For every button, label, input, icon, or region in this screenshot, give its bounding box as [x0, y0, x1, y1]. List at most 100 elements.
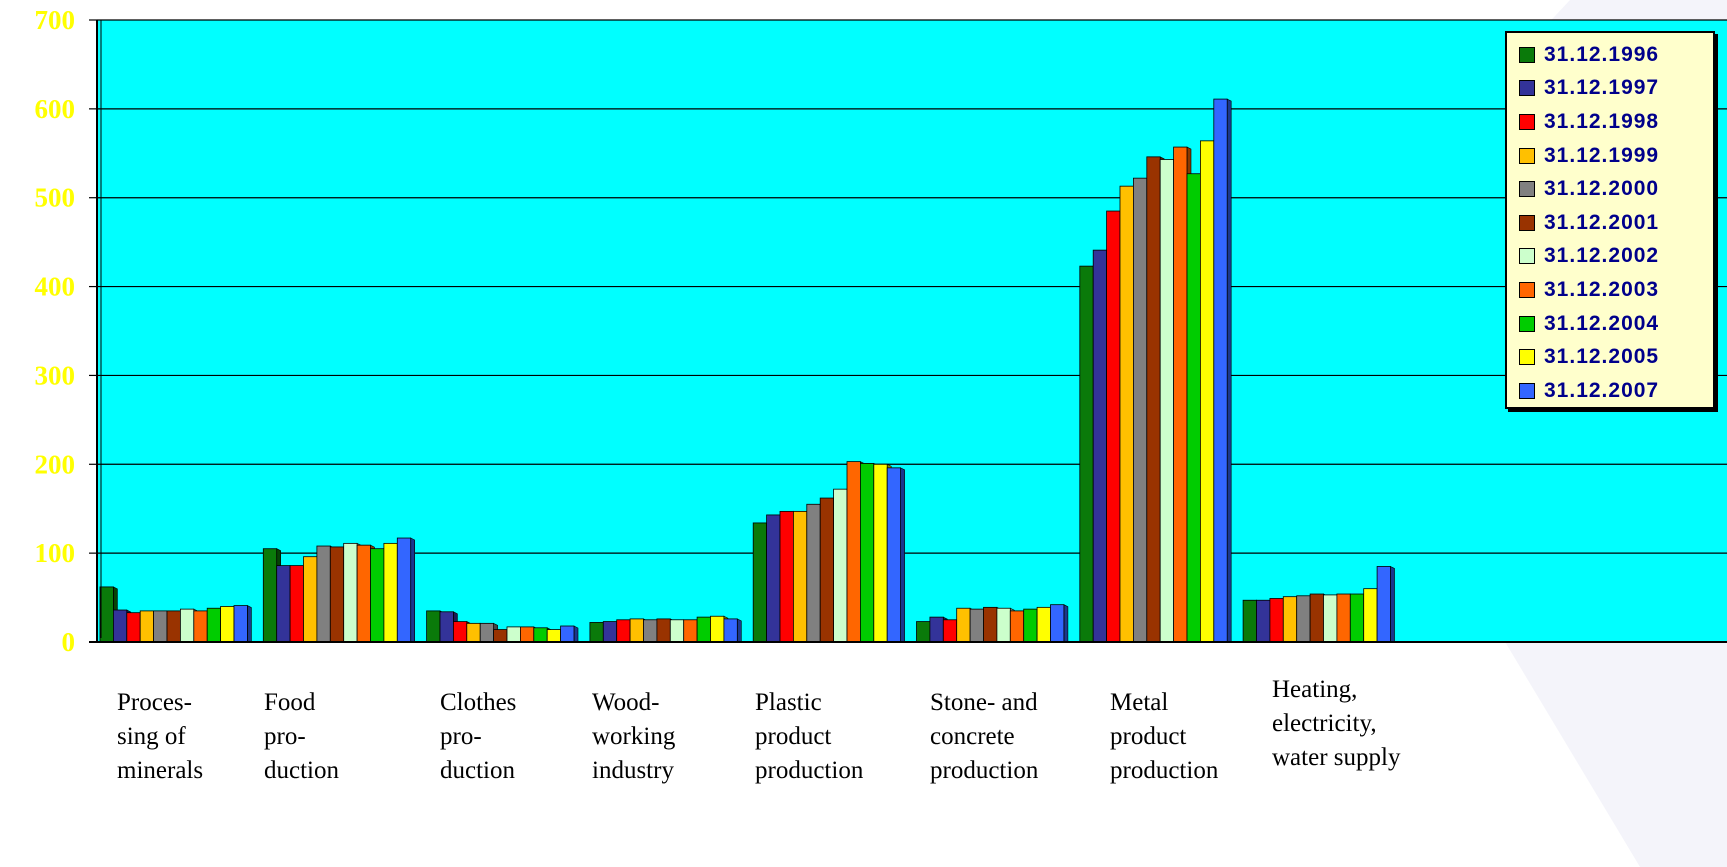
bar-face: [383, 542, 398, 643]
legend-swatch: [1519, 315, 1535, 332]
bar-face: [206, 607, 221, 643]
bar-face: [956, 607, 971, 643]
bar-face: [329, 546, 345, 643]
bar-side: [247, 605, 252, 643]
x-tick-label: Wood- working industry: [592, 689, 676, 784]
bar-face: [1309, 593, 1324, 643]
bar-face: [506, 626, 521, 643]
bar-face: [1213, 98, 1228, 643]
legend-item: 31.12.2007: [1519, 374, 1713, 408]
bar-face: [533, 627, 548, 643]
bar-face: [1296, 595, 1311, 643]
bar-face: [356, 544, 371, 643]
bar-face: [833, 488, 848, 643]
x-tick-label: Food pro- duction: [264, 689, 339, 784]
legend: 31.12.1996 31.12.1997 31.12.1998 31.12.1999…: [1505, 31, 1715, 409]
bar-side: [1063, 604, 1069, 643]
bar-face: [1146, 156, 1161, 643]
bar-face: [276, 565, 291, 643]
x-tick-label: Plastic product production: [755, 689, 864, 784]
bar-face: [1106, 210, 1121, 643]
bar-face: [1173, 146, 1188, 643]
bar: [233, 605, 252, 643]
legend-item: 31.12.2002: [1519, 240, 1713, 274]
bar: [1376, 565, 1395, 643]
bar-face: [1036, 606, 1051, 643]
y-tick-label: 200: [35, 449, 76, 479]
bar-face: [220, 606, 235, 643]
y-tick-label: 0: [62, 627, 76, 657]
bar-face: [656, 618, 671, 643]
bar-face: [1023, 608, 1038, 643]
x-tick-label: Proces- sing of minerals: [117, 689, 204, 784]
plot-area: [97, 20, 1727, 642]
legend-label: 31.12.1999: [1544, 143, 1660, 167]
bar-face: [1009, 610, 1025, 643]
bar-face: [1092, 249, 1107, 643]
bar-face: [1200, 140, 1215, 643]
y-tick-label: 500: [35, 183, 76, 213]
bar: [886, 467, 905, 643]
bar-face: [589, 622, 604, 643]
bar-face: [289, 565, 304, 643]
bar-face: [316, 545, 331, 643]
bar-face: [1119, 185, 1134, 643]
bar-face: [520, 626, 535, 643]
bar-face: [819, 497, 835, 643]
legend-swatch: [1519, 382, 1535, 399]
bar-face: [193, 610, 208, 643]
legend-swatch: [1519, 147, 1535, 164]
bar-face: [710, 615, 725, 643]
axes: [89, 20, 1727, 643]
bar-face: [873, 463, 888, 643]
bar: [560, 625, 579, 643]
legend-label: 31.12.2003: [1544, 277, 1660, 301]
bar-face: [1349, 593, 1365, 643]
bar-face: [1133, 177, 1148, 643]
bar-face: [113, 609, 128, 643]
bar-face: [806, 503, 821, 643]
legend-item: 31.12.2003: [1519, 273, 1713, 307]
y-tick-label: 100: [35, 538, 76, 568]
legend-swatch: [1519, 113, 1535, 130]
y-tick-labels: 0 100 200 300 400 500 600 700: [35, 5, 76, 657]
y-tick-label: 600: [35, 94, 76, 124]
bar-face: [752, 522, 768, 643]
bar-face: [983, 606, 998, 643]
bar-face: [860, 462, 875, 643]
bar-face: [643, 619, 658, 643]
bar-side: [410, 537, 416, 643]
bar-face: [779, 510, 794, 643]
bar-face: [683, 619, 698, 643]
bar-face: [1079, 265, 1094, 643]
x-tick-label: Stone- and concrete production: [930, 689, 1039, 784]
bar-face: [1256, 599, 1271, 643]
legend-label: 31.12.2001: [1544, 210, 1660, 234]
bar-face: [139, 610, 154, 643]
bar-face: [99, 586, 114, 643]
legend-swatch: [1519, 181, 1535, 198]
bar-face: [166, 610, 181, 643]
bar-face: [1159, 159, 1174, 643]
bar-face: [602, 621, 618, 643]
bar-face: [1323, 594, 1338, 643]
bar-face: [179, 608, 195, 643]
bar-side: [1226, 98, 1232, 643]
bar: [723, 618, 742, 643]
bar-face: [343, 542, 358, 643]
bar-face: [452, 621, 468, 643]
bar-face: [886, 467, 902, 643]
legend-item: 31.12.1996: [1519, 38, 1713, 72]
bar-face: [942, 619, 958, 643]
x-tick-label: Heating, electricity, water supply: [1272, 676, 1401, 771]
bar-face: [766, 514, 781, 643]
bar-face: [546, 629, 562, 643]
legend-label: 31.12.2005: [1544, 345, 1660, 369]
bar-face: [1282, 596, 1298, 643]
legend-label: 31.12.2000: [1544, 177, 1660, 201]
legend-swatch: [1519, 214, 1535, 231]
bar-face: [233, 605, 248, 643]
legend-label: 31.12.1996: [1544, 42, 1660, 66]
bar-face: [560, 625, 575, 643]
bar-face: [929, 616, 944, 643]
